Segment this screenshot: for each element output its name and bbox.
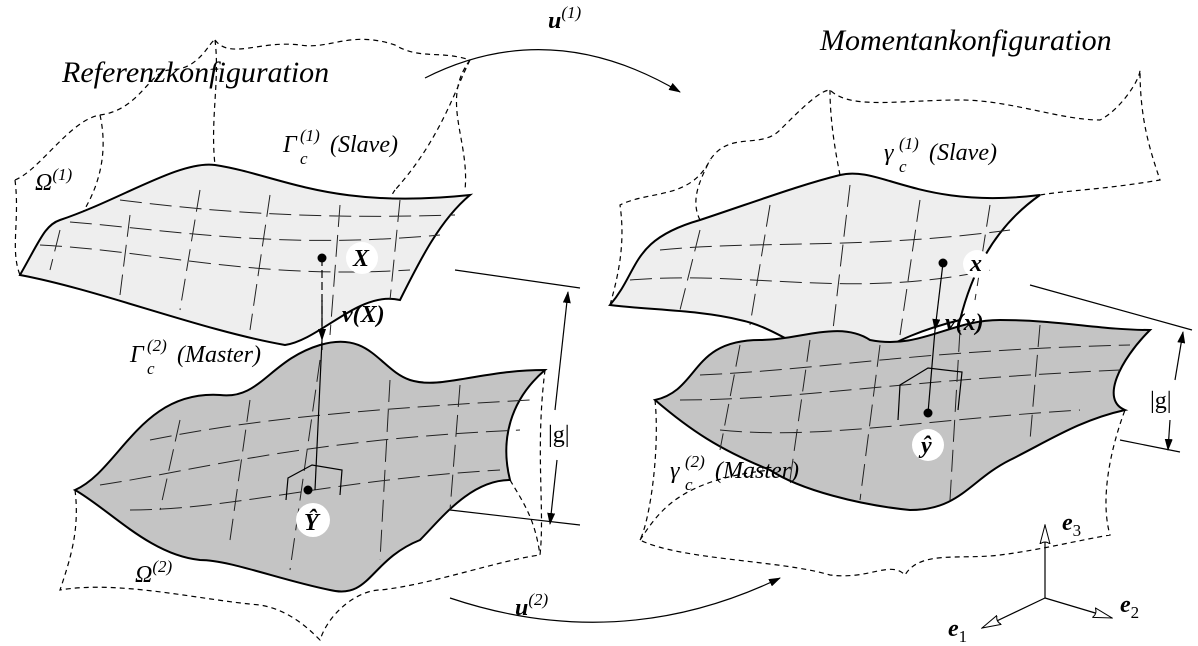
gap-arrow xyxy=(1175,332,1183,380)
surface-symbol: γ xyxy=(670,458,680,484)
superscript: (2) xyxy=(147,336,167,355)
basis-axis xyxy=(1045,598,1112,618)
mapping-label: u(1) xyxy=(548,3,582,34)
surface-role: (Master) xyxy=(715,458,799,484)
point-x xyxy=(318,254,327,263)
normal-label: v(X) xyxy=(342,302,385,328)
argument: (X) xyxy=(353,302,385,328)
normal-label: v(x) xyxy=(945,310,984,336)
point-x xyxy=(939,259,948,268)
gap-arrow xyxy=(555,292,568,410)
mapping-label: u(2) xyxy=(515,590,549,621)
surface-role: (Master) xyxy=(177,342,261,368)
contact-diagram: Referenzkonfiguration Momentankonfigurat… xyxy=(0,0,1198,646)
symbol: v xyxy=(945,310,956,336)
basis-label: e1 xyxy=(948,616,967,646)
subscript: c xyxy=(300,149,308,168)
gap-label: |g| xyxy=(1150,388,1172,414)
subscript: 1 xyxy=(959,627,968,646)
superscript: (1) xyxy=(52,165,72,184)
symbol: e xyxy=(1120,592,1131,618)
symbol: Ω xyxy=(35,170,52,196)
basis-axis xyxy=(982,598,1045,628)
subscript: c xyxy=(685,475,693,494)
subscript: 2 xyxy=(1131,603,1140,622)
gap-arrow xyxy=(1168,420,1170,450)
symbol: u xyxy=(548,8,561,34)
superscript: (2) xyxy=(152,557,172,576)
surface-role: (Slave) xyxy=(929,140,997,166)
symbol: v xyxy=(342,302,353,328)
domain-label: Ω(1) xyxy=(35,165,73,196)
point-label: X xyxy=(352,246,370,272)
superscript: (1) xyxy=(561,3,581,22)
point-y xyxy=(304,486,313,495)
superscript: (1) xyxy=(300,126,320,145)
subscript: 3 xyxy=(1073,521,1082,540)
symbol: e xyxy=(948,616,959,642)
symbol: e xyxy=(1062,510,1073,536)
symbol: u xyxy=(515,595,528,621)
slave-surface xyxy=(20,165,470,345)
symbol: Ω xyxy=(135,562,152,588)
title: Momentankonfiguration xyxy=(819,24,1112,57)
superscript: (2) xyxy=(685,452,705,471)
title: Referenzkonfiguration xyxy=(61,56,329,89)
domain-label: Ω(2) xyxy=(135,557,173,588)
point-label: ŷ xyxy=(918,433,932,459)
surface-symbol: Γ xyxy=(282,132,298,158)
point-y xyxy=(924,409,933,418)
superscript: (1) xyxy=(899,134,919,153)
basis-label: e2 xyxy=(1120,592,1139,622)
subscript: c xyxy=(899,157,907,176)
surface-symbol: γ xyxy=(884,140,894,166)
basis-label: e3 xyxy=(1062,510,1081,540)
point-label: x xyxy=(969,251,982,277)
surface-symbol: Γ xyxy=(129,342,145,368)
subscript: c xyxy=(147,359,155,378)
point-label: Ŷ xyxy=(304,509,321,536)
gap-label: |g| xyxy=(548,422,570,448)
gap-arrow xyxy=(550,460,557,524)
superscript: (2) xyxy=(528,590,548,609)
argument: (x) xyxy=(956,310,984,336)
surface-role: (Slave) xyxy=(330,132,398,158)
mapping-arrow xyxy=(450,578,780,622)
